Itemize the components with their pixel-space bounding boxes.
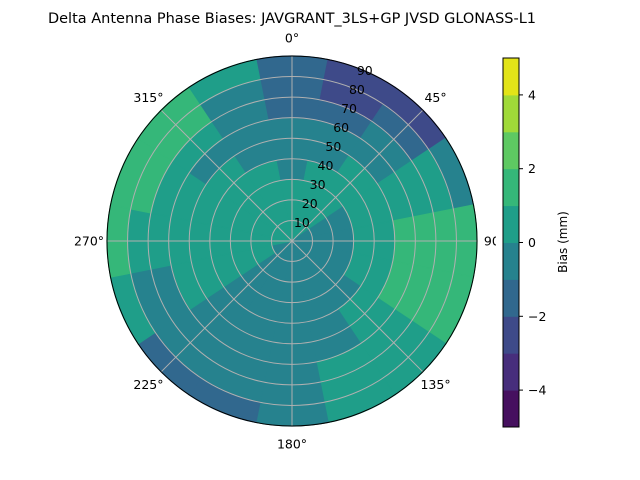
colorbar-tick-label: 2 [528,161,536,176]
colorbar-band [503,205,519,243]
colorbar-tick-label: 0 [528,235,536,250]
colorbar-band [503,279,519,317]
theta-tick-label: 0° [285,31,299,46]
colorbar-band [503,316,519,354]
r-tick-label: 80 [349,82,365,97]
theta-gridline [160,240,293,373]
colorbar-background [496,50,640,440]
theta-tick-label: 270° [74,234,104,249]
colorbar-tick-label: 4 [528,87,536,102]
colorbar-band [503,131,519,170]
polar-frame [106,55,478,427]
colorbar-tick-label: −4 [528,383,546,398]
r-tick-label: 20 [302,196,318,211]
polar-grid [107,56,477,426]
r-tick-label: 60 [333,120,349,135]
colorbar-band [503,390,519,428]
r-tick-label: 90 [357,63,373,78]
theta-tick-label: 315° [133,90,163,105]
colorbar-band [503,58,519,96]
theta-tick-label: 45° [424,90,446,105]
colorbar-tick-label: −2 [528,309,546,324]
theta-tick-label: 135° [420,377,450,392]
theta-gridline [160,109,293,242]
r-tick-label: 30 [310,177,326,192]
r-tick-label: 50 [325,139,341,154]
theta-tick-label: 180° [277,437,307,452]
colorbar-label: Bias (mm) [556,211,570,273]
theta-gridline [291,109,424,242]
theta-gridline [291,240,424,373]
colorbar-band [503,353,519,391]
colorbar-band [503,94,519,133]
r-tick-label: 40 [318,158,334,173]
colorbar-band [503,168,519,207]
colorbar-band [503,242,519,280]
r-tick-label: 10 [294,215,310,230]
theta-tick-label: 225° [133,377,163,392]
chart-title: Delta Antenna Phase Biases: JAVGRANT_3LS… [48,11,536,27]
colorbar: −4 −2 0 2 4 [502,57,546,428]
r-tick-label: 70 [341,101,357,116]
r-tick-labels: 10 20 30 40 50 60 70 80 90 [294,63,373,230]
